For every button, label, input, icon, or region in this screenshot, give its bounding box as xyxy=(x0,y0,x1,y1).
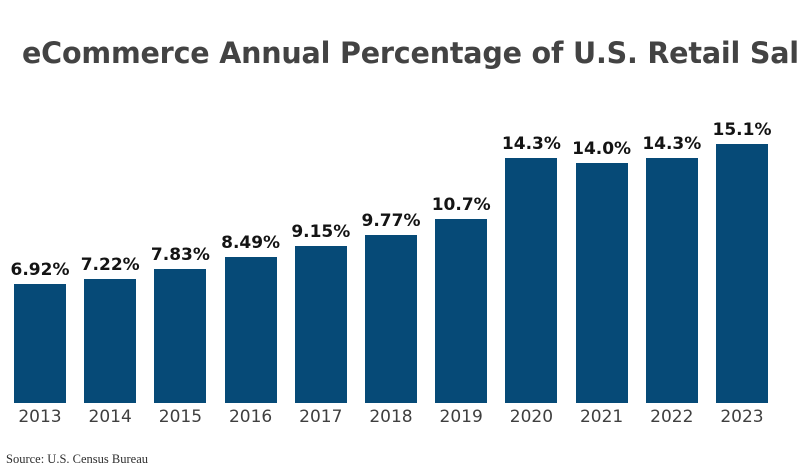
x-tick-label-2015: 2015 xyxy=(158,407,203,427)
x-tick-label-2013: 2013 xyxy=(18,407,62,427)
bar-group-2020[interactable]: 14.3% xyxy=(502,96,561,403)
bar-2016[interactable] xyxy=(224,257,277,403)
x-tick-label-2021: 2021 xyxy=(579,407,624,427)
bar-value-label: 7.83% xyxy=(150,244,210,265)
x-tick-label-2017: 2017 xyxy=(299,407,343,427)
bar-value-label: 7.22% xyxy=(80,255,140,276)
x-tick-label-2014: 2014 xyxy=(88,407,132,427)
bar-group-2021[interactable]: 14.0% xyxy=(572,96,631,403)
bar-group-2016[interactable]: 8.49% xyxy=(221,96,280,403)
x-tick-label-2016: 2016 xyxy=(228,407,273,427)
bar-value-label: 9.15% xyxy=(291,222,351,243)
x-tick-label-2019: 2019 xyxy=(439,407,483,427)
bar-value-label: 9.77% xyxy=(361,211,421,232)
bar-2020[interactable] xyxy=(505,157,558,403)
x-tick-label-2023: 2023 xyxy=(720,407,764,427)
bar-value-label: 6.92% xyxy=(10,260,70,281)
bar-value-label: 14.3% xyxy=(642,133,702,154)
plot-area: 6.92% 7.22% 7.83% 8.49% 9.15% 9.77% 10.7% 14.3%… xyxy=(0,96,800,403)
bar-2017[interactable] xyxy=(294,246,347,403)
bar-value-label: 10.7% xyxy=(431,195,491,216)
bar-2018[interactable] xyxy=(365,235,417,403)
bar-2021[interactable] xyxy=(575,162,628,403)
bar-2023[interactable] xyxy=(716,144,768,403)
bar-group-2019[interactable]: 10.7% xyxy=(432,96,491,403)
bar-group-2014[interactable]: 7.22% xyxy=(81,96,140,403)
bar-value-label: 8.49% xyxy=(221,233,281,254)
bar-group-2017[interactable]: 9.15% xyxy=(291,96,350,403)
bar-2019[interactable] xyxy=(435,219,488,403)
chart-title: eCommerce Annual Percentage of U.S. Reta… xyxy=(22,36,800,70)
bar-group-2018[interactable]: 9.77% xyxy=(362,96,421,403)
bar-2014[interactable] xyxy=(84,279,137,403)
bar-2015[interactable] xyxy=(154,268,207,403)
bar-group-2015[interactable]: 7.83% xyxy=(151,96,210,403)
bar-2022[interactable] xyxy=(645,157,698,403)
x-tick-label-2022: 2022 xyxy=(650,407,694,427)
x-tick-label-2020: 2020 xyxy=(509,407,554,427)
bar-2013[interactable] xyxy=(14,284,66,403)
source-note: Source: U.S. Census Bureau xyxy=(6,452,148,466)
bar-group-2022[interactable]: 14.3% xyxy=(642,96,701,403)
bar-value-label: 14.0% xyxy=(572,138,632,159)
bar-group-2023[interactable]: 15.1% xyxy=(713,96,772,403)
x-axis: 2013 2014 2015 2016 2017 2018 2019 2020 2021 2022… xyxy=(0,403,800,433)
bar-group-2013[interactable]: 6.92% xyxy=(11,96,70,403)
bar-value-label: 14.3% xyxy=(501,133,561,154)
bar-value-label: 15.1% xyxy=(712,120,772,140)
x-tick-label-2018: 2018 xyxy=(369,407,413,427)
